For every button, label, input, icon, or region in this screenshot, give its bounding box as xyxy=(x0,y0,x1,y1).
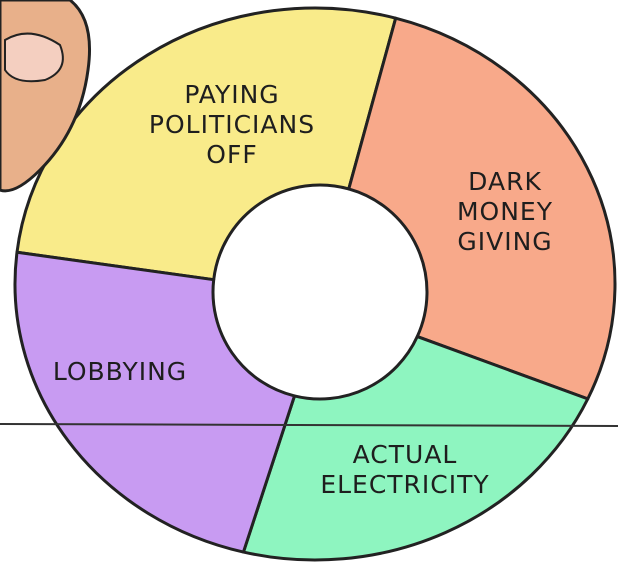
slice-label: LOBBYING xyxy=(35,357,205,387)
slice-label: ACTUAL ELECTRICITY xyxy=(295,440,515,500)
slice-label: DARK MONEY GIVING xyxy=(435,167,575,257)
donut-slice xyxy=(15,252,294,552)
slice-label: PAYING POLITICIANS OFF xyxy=(137,80,327,170)
page: PAYING POLITICIANS OFF DARK MONEY GIVING A… xyxy=(0,0,618,564)
